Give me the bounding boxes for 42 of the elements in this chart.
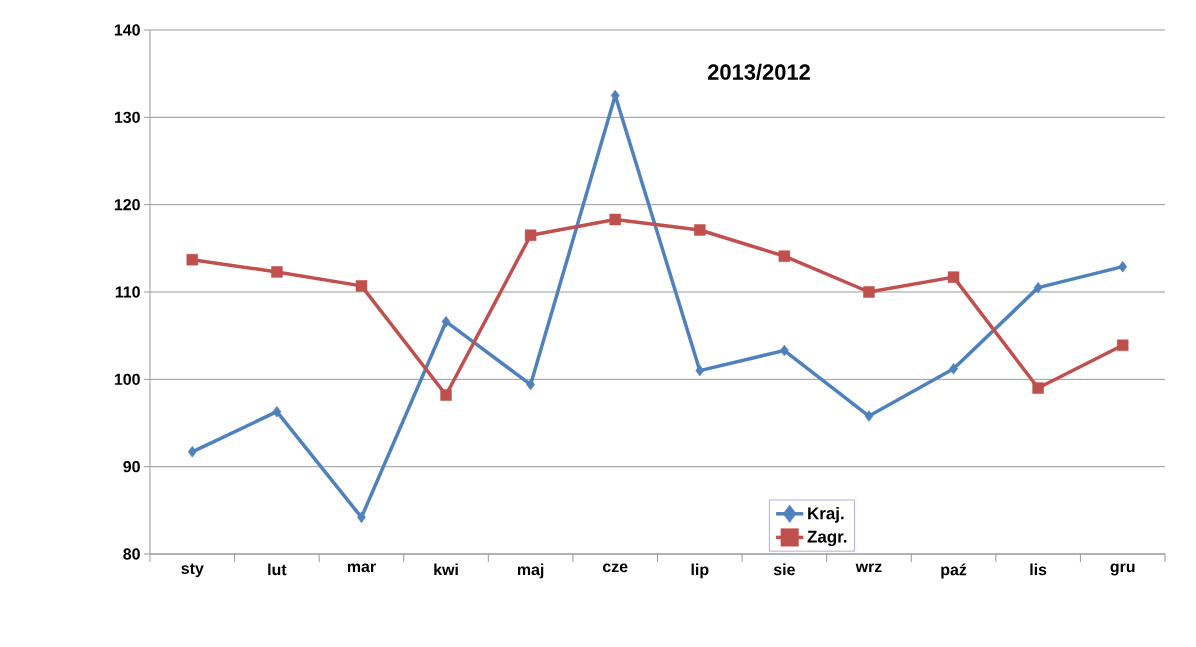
y-tick-label: 100: [114, 373, 140, 385]
point: [949, 363, 958, 375]
point: [695, 364, 705, 377]
text: 2013/2012: [707, 63, 810, 81]
x-tick-label: lis: [1030, 563, 1047, 576]
y-tick-label: 80: [123, 548, 140, 560]
y-tick-label: 90: [123, 461, 140, 473]
legend-label: Zagr.: [807, 530, 847, 547]
x-tick-label: sty: [181, 563, 204, 578]
x-tick-label: lip: [691, 563, 709, 579]
y-tick-label: 140: [114, 24, 140, 36]
x-tick-label: maj: [517, 563, 544, 579]
legend-label: Kraj.: [808, 506, 844, 523]
point: [609, 213, 621, 226]
point: [1118, 260, 1128, 273]
point: [271, 266, 283, 278]
x-tick-label: paź: [941, 563, 967, 579]
point: [778, 250, 791, 262]
point: [441, 315, 451, 328]
point: [863, 286, 875, 298]
point: [864, 410, 874, 422]
y-tick-label: 120: [114, 199, 140, 211]
x-tick-label: kwi: [434, 563, 458, 576]
point: [440, 389, 452, 401]
point: [694, 224, 706, 236]
point: [524, 229, 537, 241]
point: [355, 280, 368, 292]
point: [1032, 382, 1044, 394]
y-tick-label: 110: [115, 286, 140, 298]
point: [272, 405, 282, 418]
x-tick-label: mar: [347, 563, 376, 573]
x-tick-label: sie: [773, 563, 795, 576]
y-tick-label: 130: [114, 111, 140, 123]
point: [186, 253, 199, 266]
x-tick-label: cze: [602, 563, 628, 573]
point: [1116, 339, 1129, 351]
x-tick-label: wrz: [855, 563, 882, 573]
point: [947, 271, 960, 283]
point: [1033, 281, 1043, 294]
point: [187, 446, 197, 458]
x-tick-label: lut: [268, 563, 287, 576]
x-tick-label: gru: [1110, 563, 1135, 576]
